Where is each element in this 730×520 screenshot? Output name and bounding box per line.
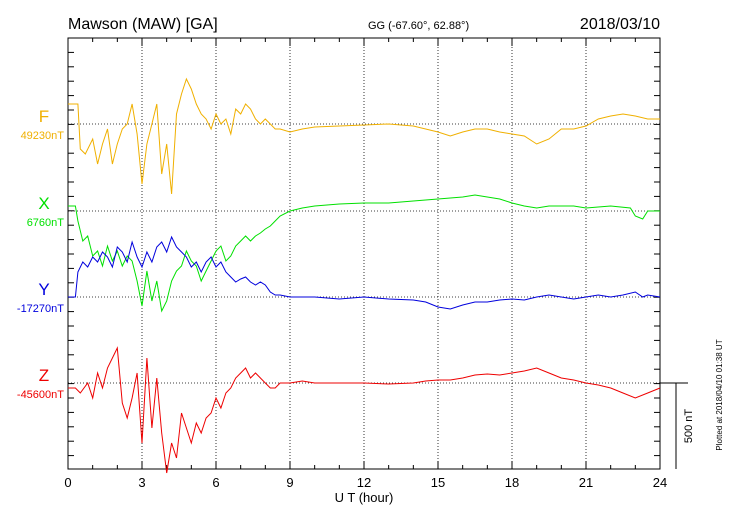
x-axis-ticks: 0 3 6 9 12 15 18 21 24 — [64, 38, 667, 490]
series-name-z: Z — [39, 366, 49, 385]
series-baseline-z: -45600nT — [17, 389, 64, 401]
series-name-f: F — [39, 107, 49, 126]
series-name-x: X — [38, 194, 49, 213]
x-tick-label: 0 — [64, 475, 71, 490]
x-tick-label: 12 — [357, 475, 371, 490]
scale-bar-label: 500 nT — [683, 409, 695, 444]
x-tick-label: 15 — [431, 475, 445, 490]
series-line-y — [68, 235, 661, 310]
series-line-z — [68, 346, 661, 474]
x-axis-label: U T (hour) — [335, 490, 394, 505]
x-tick-label: 3 — [138, 475, 145, 490]
x-tick-label: 18 — [505, 475, 519, 490]
series-line-f — [68, 77, 660, 195]
station-title: Mawson (MAW) [GA] — [68, 16, 218, 33]
series-baseline-y: -17270nT — [17, 303, 64, 315]
coordinates-label: GG (-67.60°, 62.88°) — [368, 20, 469, 32]
x-tick-label: 24 — [653, 475, 667, 490]
x-tick-label: 6 — [212, 475, 219, 490]
series-baseline-x: 6760nT — [27, 217, 65, 229]
series-lines — [68, 77, 661, 474]
grid-lines — [141, 38, 587, 469]
plot-frame: 0 3 6 9 12 15 18 21 24 — [64, 37, 667, 490]
series-baseline-f: 49230nT — [21, 130, 65, 142]
series-line-x — [68, 194, 660, 313]
x-tick-label: 9 — [286, 475, 293, 490]
series-name-y: Y — [38, 280, 49, 299]
date-label: 2018/03/10 — [580, 16, 660, 33]
x-tick-label: 21 — [579, 475, 593, 490]
scale-bar: 500 nT — [660, 382, 695, 469]
series-labels: F 49230nT X 6760nT Y -17270nT Z -45600nT — [17, 107, 64, 401]
plotted-timestamp: Plotted at 2018/04/10 01:38 UT — [715, 339, 724, 450]
